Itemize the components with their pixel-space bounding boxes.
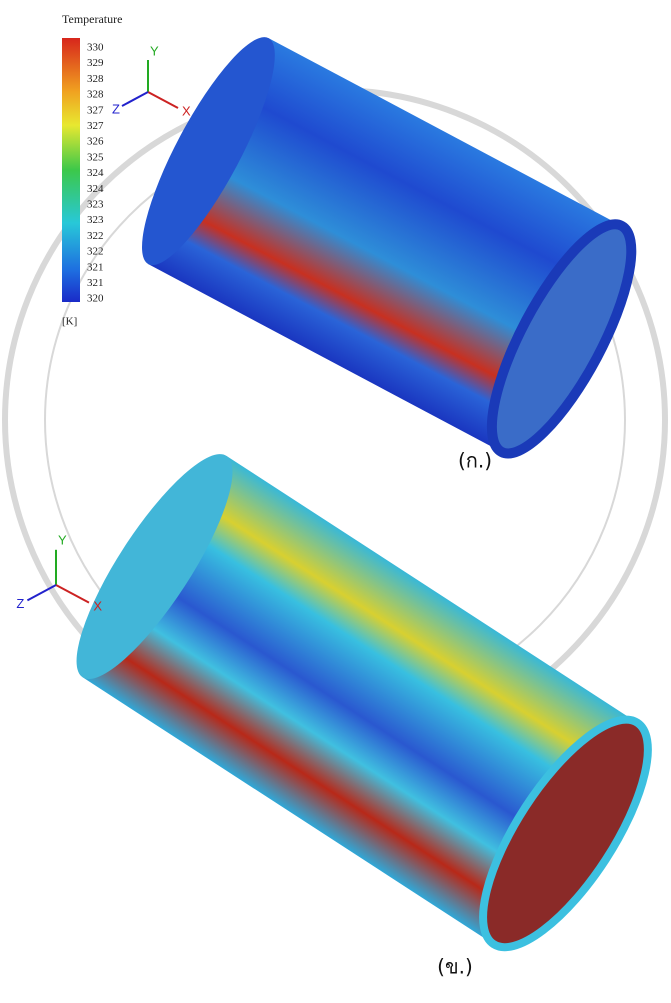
legend-label: 328 bbox=[87, 89, 104, 101]
axis-x bbox=[55, 584, 90, 604]
legend-label: 322 bbox=[87, 246, 104, 258]
cylinder bbox=[76, 454, 652, 952]
legend-label: 320 bbox=[87, 293, 104, 305]
legend-labels: 330 329 328 328 327 327 326 325 324 324 323 323 322 3… bbox=[87, 42, 104, 305]
axis-label: Y bbox=[150, 43, 159, 58]
axis-label: Z bbox=[16, 596, 24, 611]
legend-label: 323 bbox=[87, 199, 104, 211]
legend-label: 321 bbox=[87, 261, 104, 273]
axis-label: Z bbox=[112, 101, 120, 116]
legend-label: 330 bbox=[87, 42, 104, 54]
axis-x bbox=[147, 91, 179, 109]
axis-label: X bbox=[93, 598, 102, 613]
legend-label: 326 bbox=[87, 136, 104, 148]
legend-label: 329 bbox=[87, 57, 104, 69]
legend-label: 327 bbox=[87, 120, 104, 132]
legend-unit: [K] bbox=[62, 316, 77, 328]
legend-label: 325 bbox=[87, 151, 104, 163]
axis-z bbox=[121, 91, 149, 107]
axis-z bbox=[26, 584, 57, 602]
colorbar bbox=[62, 38, 80, 302]
legend-label: 324 bbox=[87, 183, 104, 195]
caption: (ก.) bbox=[458, 449, 492, 473]
legend-label: 327 bbox=[87, 104, 104, 116]
legend-label: 323 bbox=[87, 214, 104, 226]
caption: (ข.) bbox=[437, 955, 473, 979]
legend-label: 321 bbox=[87, 277, 104, 289]
cylinder bbox=[142, 37, 637, 459]
axis-label: Y bbox=[58, 532, 67, 547]
legend-title: Temperature bbox=[62, 12, 122, 26]
legend-label: 324 bbox=[87, 167, 104, 179]
legend-label: 322 bbox=[87, 230, 104, 242]
legend-label: 328 bbox=[87, 73, 104, 85]
axis-label: X bbox=[182, 103, 191, 118]
